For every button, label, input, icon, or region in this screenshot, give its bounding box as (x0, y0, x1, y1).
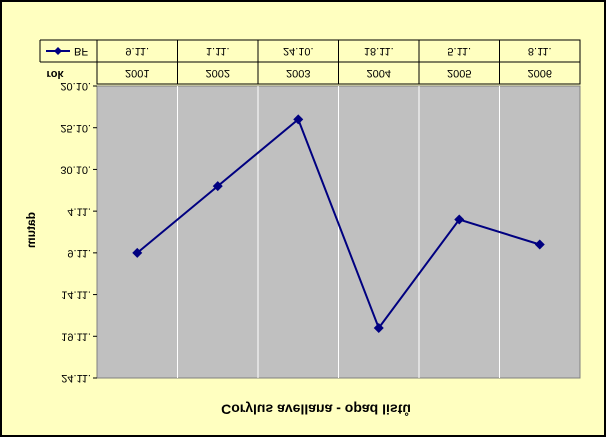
table-header: rok (46, 68, 64, 80)
data-point (293, 114, 304, 125)
table-value: 5.11. (447, 45, 471, 57)
y-tick-label: 24.11. (61, 372, 91, 384)
y-tick-label: 19.11. (61, 330, 91, 342)
legend-label: BF (74, 45, 88, 57)
x-tick-label: 2001 (125, 67, 149, 79)
chart-title: Corylus avellana - opad listů (221, 401, 411, 417)
table-value: 24.10. (283, 45, 314, 57)
y-tick-label: 4.11. (67, 205, 91, 217)
data-point (132, 247, 143, 258)
data-point (212, 181, 223, 192)
y-tick-label: 20.10. (60, 80, 91, 92)
legend-marker (54, 47, 62, 55)
x-tick-label: 2006 (528, 67, 552, 79)
y-tick-label: 14.11. (61, 289, 91, 301)
y-tick-label: 25.10. (60, 122, 91, 134)
table-value: 18.11. (364, 45, 394, 57)
table-value: 9.11. (125, 45, 149, 57)
table-value: 8.11. (528, 45, 552, 57)
data-point (534, 239, 545, 250)
y-tick-label: 9.11. (67, 247, 91, 259)
x-tick-label: 2004 (367, 67, 391, 79)
data-line (136, 117, 541, 330)
y-axis-label: datum (24, 212, 38, 248)
x-tick-label: 2005 (447, 67, 471, 79)
data-point (373, 322, 384, 333)
x-tick-label: 2002 (206, 67, 230, 79)
x-tick-label: 2003 (286, 67, 310, 79)
y-tick-label: 30.10. (60, 164, 91, 176)
data-point (454, 214, 465, 225)
table-value: 1.11. (206, 45, 230, 57)
